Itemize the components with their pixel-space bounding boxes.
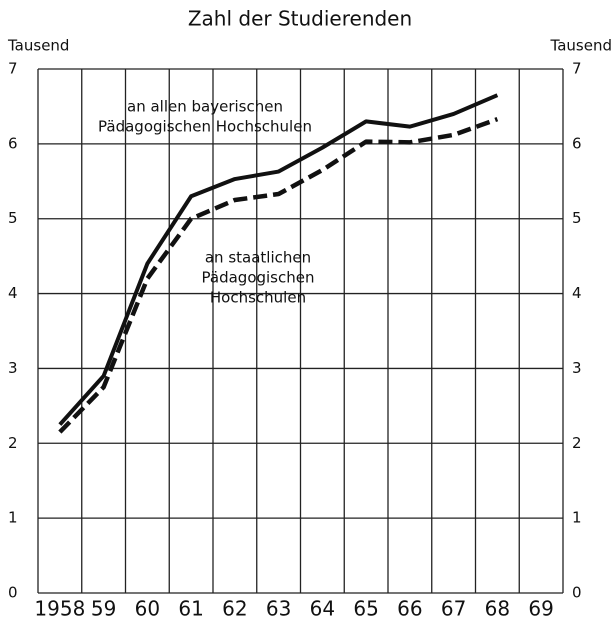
series-label: Pädagogischen: [202, 269, 315, 287]
series-label: Pädagogischen Hochschulen: [98, 118, 312, 136]
x-tick-label: 64: [310, 597, 335, 621]
y2-tick-label: 0: [572, 584, 582, 602]
y2-tick-label: 7: [572, 60, 582, 78]
y-tick-label: 1: [8, 509, 18, 527]
y-tick-label: 3: [8, 359, 18, 377]
x-tick-label: 63: [266, 597, 291, 621]
y-tick-label: 7: [8, 60, 18, 78]
y2-axis-label: Tausend: [550, 37, 612, 55]
x-tick-label: 59: [91, 597, 116, 621]
x-tick-label: 65: [353, 597, 378, 621]
y-axis-label: Tausend: [7, 37, 69, 55]
y2-tick-label: 3: [572, 359, 582, 377]
series-line: [58, 117, 499, 434]
y-tick-label: 0: [8, 584, 18, 602]
x-tick-label: 61: [178, 597, 203, 621]
y2-tick-label: 4: [572, 284, 582, 302]
y-tick-label: 2: [8, 434, 18, 452]
x-tick-label: 67: [441, 597, 466, 621]
y2-tick-label: 5: [572, 209, 582, 227]
x-tick-label: 62: [222, 597, 247, 621]
x-tick-label: 68: [485, 597, 510, 621]
x-tick-label: 69: [528, 597, 553, 621]
series-label: an allen bayerischen: [127, 98, 283, 116]
y-tick-label: 6: [8, 134, 18, 152]
series-line: [58, 93, 499, 426]
x-tick-label: 1958: [34, 597, 85, 621]
y2-tick-label: 1: [572, 509, 582, 527]
x-tick-label: 60: [135, 597, 160, 621]
x-tick-label: 66: [397, 597, 422, 621]
y-tick-label: 4: [8, 284, 18, 302]
series-label: an staatlichen: [205, 249, 311, 267]
y2-tick-label: 2: [572, 434, 582, 452]
y-tick-label: 5: [8, 209, 18, 227]
chart-title: Zahl der Studierenden: [188, 7, 412, 31]
y2-tick-label: 6: [572, 134, 582, 152]
series-label: Hochschulen: [210, 289, 306, 307]
